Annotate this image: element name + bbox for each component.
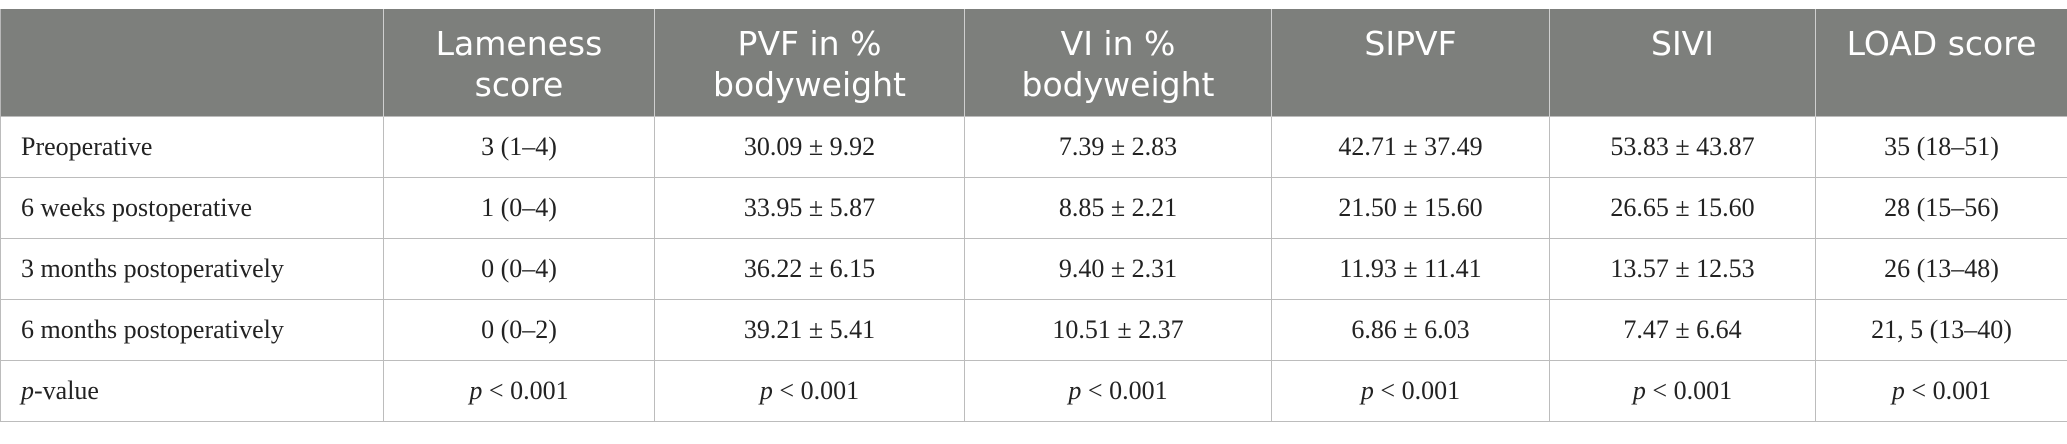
table-cell: p < 0.001 — [1549, 359, 1816, 422]
header-cell-load-score: LOAD score — [1815, 9, 2067, 116]
header-cell-sipvf: SIPVF — [1271, 9, 1550, 116]
table-cell: 33.95 ± 5.87 — [654, 176, 965, 239]
table-cell: p < 0.001 — [383, 359, 655, 422]
table-cell: 0 (0–4) — [383, 237, 655, 300]
table-cell: p < 0.001 — [1271, 359, 1550, 422]
p-value-text: < 0.001 — [1081, 375, 1168, 405]
table-row: Preoperative 3 (1–4) 30.09 ± 9.92 7.39 ±… — [0, 115, 2067, 178]
table-cell: p < 0.001 — [1815, 359, 2067, 422]
table-cell: 7.47 ± 6.64 — [1549, 298, 1816, 361]
row-label: 6 months postoperatively — [0, 298, 384, 361]
row-label: Preoperative — [0, 115, 384, 178]
p-value-text: < 0.001 — [772, 375, 860, 405]
results-table: Lameness score PVF in % bodyweight VI in… — [0, 9, 2067, 422]
table-cell: 36.22 ± 6.15 — [654, 237, 965, 300]
table-cell: 7.39 ± 2.83 — [964, 115, 1272, 178]
table-cell: p < 0.001 — [964, 359, 1272, 422]
table-cell: 10.51 ± 2.37 — [964, 298, 1272, 361]
table-cell: 13.57 ± 12.53 — [1549, 237, 1816, 300]
table-cell: 6.86 ± 6.03 — [1271, 298, 1550, 361]
table-cell: 35 (18–51) — [1815, 115, 2067, 178]
p-label-rest: -value — [34, 375, 99, 405]
row-label: 3 months postoperatively — [0, 237, 384, 300]
p-symbol: p — [469, 375, 483, 405]
p-symbol: p — [1360, 375, 1374, 405]
table-cell: 8.85 ± 2.21 — [964, 176, 1272, 239]
table-cell: 30.09 ± 9.92 — [654, 115, 965, 178]
row-label: 6 weeks postoperative — [0, 176, 384, 239]
header-cell-sivi: SIVI — [1549, 9, 1816, 116]
table-cell: 21.50 ± 15.60 — [1271, 176, 1550, 239]
row-label: p-value — [0, 359, 384, 422]
table-cell: 26.65 ± 15.60 — [1549, 176, 1816, 239]
table-cell: 28 (15–56) — [1815, 176, 2067, 239]
p-value-text: < 0.001 — [1645, 375, 1733, 405]
p-symbol: p — [21, 375, 34, 405]
header-row: Lameness score PVF in % bodyweight VI in… — [0, 9, 2067, 116]
p-value-text: < 0.001 — [1373, 375, 1461, 405]
table-row: 3 months postoperatively 0 (0–4) 36.22 ±… — [0, 237, 2067, 300]
header-cell-pvf: PVF in % bodyweight — [654, 9, 965, 116]
table-cell: 3 (1–4) — [383, 115, 655, 178]
table-cell: 9.40 ± 2.31 — [964, 237, 1272, 300]
p-symbol: p — [1068, 375, 1082, 405]
table-row: 6 months postoperatively 0 (0–2) 39.21 ±… — [0, 298, 2067, 361]
table-cell: 39.21 ± 5.41 — [654, 298, 965, 361]
p-value-text: < 0.001 — [482, 375, 569, 405]
table-cell: 21, 5 (13–40) — [1815, 298, 2067, 361]
table-cell: 26 (13–48) — [1815, 237, 2067, 300]
header-cell-empty — [0, 9, 384, 116]
results-table-container: Lameness score PVF in % bodyweight VI in… — [0, 9, 2067, 422]
table-cell: 11.93 ± 11.41 — [1271, 237, 1550, 300]
p-symbol: p — [1891, 375, 1905, 405]
table-cell: 0 (0–2) — [383, 298, 655, 361]
pvalue-row: p-value p < 0.001 p < 0.001 p < 0.001 p … — [0, 359, 2067, 422]
p-symbol: p — [1632, 375, 1646, 405]
header-cell-lameness-score: Lameness score — [383, 9, 655, 116]
table-row: 6 weeks postoperative 1 (0–4) 33.95 ± 5.… — [0, 176, 2067, 239]
p-symbol: p — [759, 375, 773, 405]
table-cell: p < 0.001 — [654, 359, 965, 422]
header-cell-vi: VI in % bodyweight — [964, 9, 1272, 116]
table-cell: 53.83 ± 43.87 — [1549, 115, 1816, 178]
table-cell: 1 (0–4) — [383, 176, 655, 239]
table-cell: 42.71 ± 37.49 — [1271, 115, 1550, 178]
p-value-text: < 0.001 — [1904, 375, 1992, 405]
